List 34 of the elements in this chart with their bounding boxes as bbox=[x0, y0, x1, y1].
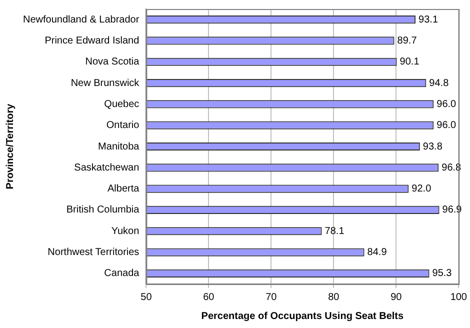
data-label: 96.0 bbox=[436, 98, 457, 110]
x-tick-label: 80 bbox=[328, 292, 340, 303]
data-label: 92.0 bbox=[412, 184, 432, 195]
x-tick-label: 90 bbox=[390, 292, 402, 303]
data-label: 84.9 bbox=[367, 247, 388, 258]
y-tick-label: Prince Edward Island bbox=[44, 35, 140, 46]
data-label: 90.1 bbox=[400, 56, 420, 68]
data-label: 93.8 bbox=[422, 141, 443, 152]
y-tick-label: Ontario bbox=[106, 120, 140, 132]
data-label: 93.1 bbox=[418, 14, 438, 26]
data-label: 78.1 bbox=[324, 226, 345, 237]
data-label: 94.8 bbox=[429, 78, 450, 89]
y-axis-title: Province/Territory bbox=[4, 103, 16, 190]
data-label: 89.7 bbox=[397, 35, 418, 46]
y-tick-label: Alberta bbox=[108, 184, 140, 195]
y-tick-label: Newfoundland & Labrador bbox=[22, 14, 140, 26]
y-tick-label: Nova Scotia bbox=[85, 56, 140, 68]
x-tick-label: 100 bbox=[450, 292, 468, 303]
y-tick-label: British Columbia bbox=[66, 204, 140, 216]
data-label: 96.8 bbox=[442, 162, 462, 174]
x-tick-label: 60 bbox=[203, 292, 215, 303]
y-tick-label: Canada bbox=[104, 268, 140, 280]
data-label: 95.3 bbox=[432, 268, 452, 280]
x-tick-label: 50 bbox=[140, 292, 152, 303]
y-tick-label: Saskatchewan bbox=[74, 162, 140, 174]
y-tick-label: New Brunswick bbox=[70, 78, 140, 89]
y-tick-label: Manitoba bbox=[98, 141, 140, 152]
y-tick-label: Quebec bbox=[104, 98, 140, 110]
y-tick-label: Northwest Territories bbox=[48, 247, 140, 258]
data-label: 96.9 bbox=[442, 204, 462, 216]
y-tick-label: Yukon bbox=[111, 226, 140, 237]
data-label: 96.0 bbox=[436, 120, 457, 132]
x-tick-label: 70 bbox=[266, 292, 278, 303]
x-axis-title: Percentage of Occupants Using Seat Belts bbox=[201, 310, 404, 322]
